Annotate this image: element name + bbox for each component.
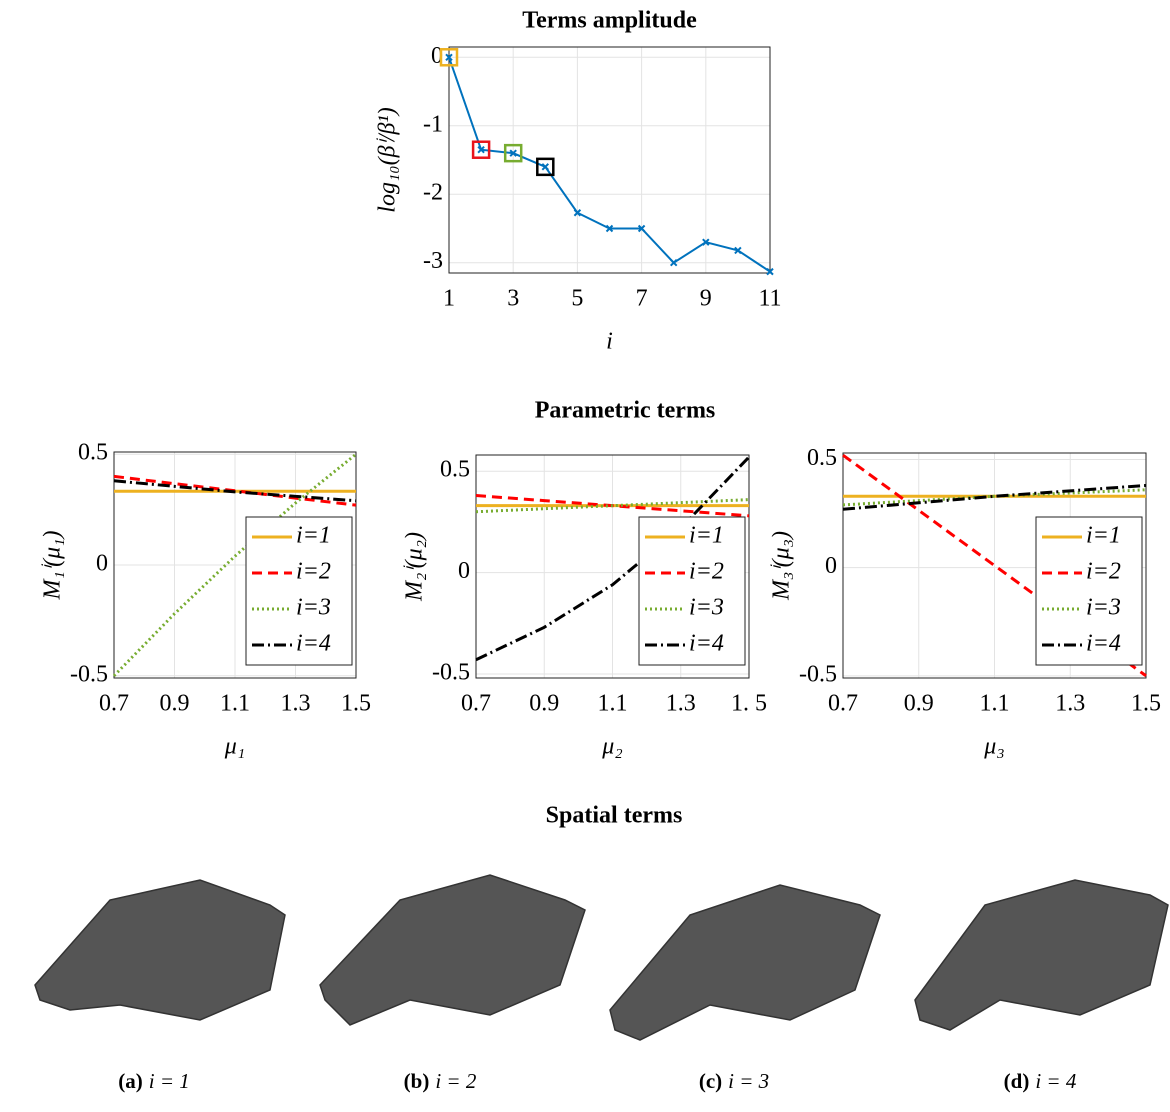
x-tick-label: 7: [636, 286, 648, 312]
car-render: [610, 885, 880, 1040]
y-axis-label: M₂ⁱ(μ₂): [402, 532, 428, 602]
x-tick-label: 9: [700, 286, 712, 312]
caption-label: i = 4: [1035, 1069, 1077, 1093]
legend-label: i=3: [296, 595, 331, 621]
car-render: [320, 875, 585, 1025]
x-tick-label: 0.9: [904, 691, 934, 717]
caption-label: i = 3: [728, 1069, 769, 1093]
x-tick-label: 1.3: [1055, 691, 1085, 717]
chart-title: Terms amplitude: [522, 8, 697, 34]
x-tick-label: 1.3: [281, 691, 311, 717]
y-axis-label: M₁ⁱ(μ₁): [40, 530, 66, 600]
y-tick-label: -0.5: [799, 661, 837, 687]
x-axis-label: i: [606, 329, 613, 355]
y-tick-label: -1: [423, 111, 443, 137]
legend-label: i=4: [296, 631, 331, 657]
legend-label: i=4: [1086, 631, 1121, 657]
x-tick-label: 3: [507, 286, 519, 312]
legend-label: i=3: [689, 595, 724, 621]
car-renders: [35, 875, 1168, 1040]
x-tick-label: 1: [443, 286, 455, 312]
x-axis-label: μ₁: [224, 734, 245, 760]
x-axis-label: μ₃: [983, 734, 1004, 760]
car-render: [35, 880, 285, 1020]
x-tick-label: 1.1: [980, 691, 1010, 717]
legend-label: i=2: [296, 559, 331, 585]
x-tick-label: 5: [571, 286, 583, 312]
legend-label: i=4: [689, 631, 724, 657]
y-axis-label: M₃ⁱ(μ₃): [769, 531, 795, 601]
caption-tag: (a): [118, 1069, 143, 1093]
y-tick-label: -0.5: [432, 659, 470, 685]
x-axis-label: μ₂: [601, 734, 622, 760]
figure: Parametric terms Spatial terms Terms amp…: [0, 0, 1170, 1107]
plot-frame: [449, 47, 770, 273]
x-tick-label: 1.1: [598, 691, 628, 717]
caption: (c) i = 3: [699, 1069, 769, 1095]
x-tick-label: 1.5: [341, 691, 371, 717]
caption-tag: (d): [1004, 1069, 1030, 1093]
y-tick-label: 0: [96, 551, 108, 577]
series-line: [449, 57, 770, 271]
y-tick-label: 0.5: [807, 445, 837, 471]
car-render: [915, 880, 1168, 1030]
caption-tag: (c): [699, 1069, 722, 1093]
x-tick-label: 1.5: [1131, 691, 1161, 717]
caption: (b) i = 2: [404, 1069, 477, 1095]
section-title: Parametric terms: [535, 398, 716, 424]
caption: (d) i = 4: [1004, 1069, 1077, 1095]
legend-label: i=1: [1086, 523, 1121, 549]
x-tick-label: 1.3: [666, 691, 696, 717]
section-title: Spatial terms: [546, 803, 683, 829]
x-tick-label: 1. 5: [731, 691, 767, 717]
x-tick-label: 0.9: [160, 691, 190, 717]
x-tick-label: 0.7: [99, 691, 129, 717]
legend-label: i=2: [689, 559, 724, 585]
x-tick-label: 1.1: [220, 691, 250, 717]
y-tick-label: 0.5: [78, 440, 108, 466]
caption-label: i = 1: [149, 1069, 190, 1093]
y-tick-label: -2: [423, 180, 443, 206]
y-tick-label: 0: [825, 553, 837, 579]
caption-tag: (b): [404, 1069, 430, 1093]
y-tick-label: -3: [423, 248, 443, 274]
y-tick-label: 0: [458, 558, 470, 584]
y-tick-label: -0.5: [70, 661, 108, 687]
legend-label: i=1: [296, 523, 331, 549]
legend-label: i=3: [1086, 595, 1121, 621]
x-tick-label: 0.7: [461, 691, 491, 717]
x-tick-label: 11: [758, 286, 781, 312]
y-tick-label: 0.5: [440, 457, 470, 483]
y-axis-label: log₁₀(βⁱ/β¹): [375, 107, 401, 212]
x-tick-label: 0.7: [828, 691, 858, 717]
legend-label: i=1: [689, 523, 724, 549]
caption: (a) i = 1: [118, 1069, 190, 1095]
caption-label: i = 2: [435, 1069, 477, 1093]
x-tick-label: 0.9: [529, 691, 559, 717]
legend-label: i=2: [1086, 559, 1121, 585]
